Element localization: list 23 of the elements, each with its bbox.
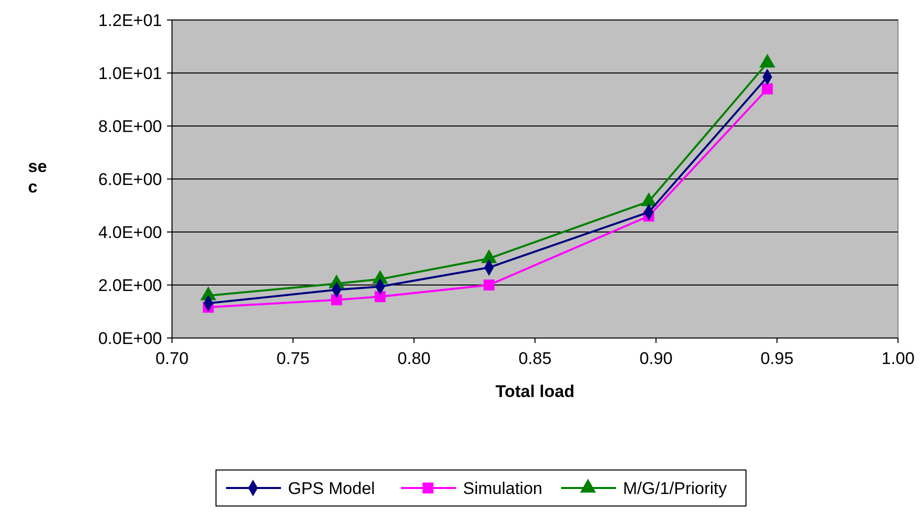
x-tick-label: 0.75	[276, 349, 310, 368]
y-tick-label: 1.2E+01	[98, 10, 162, 30]
x-tick-label: 0.70	[155, 349, 189, 368]
legend-label: GPS Model	[288, 478, 375, 498]
legend-label: Simulation	[463, 478, 542, 498]
x-tick-label: 0.90	[639, 349, 673, 368]
y-tick-label: 1.0E+01	[98, 64, 162, 83]
point	[374, 291, 386, 302]
y-tick-label: 4.0E+00	[98, 222, 162, 242]
legend-label: M/G/1/Priority	[623, 478, 728, 498]
x-tick-label: 0.80	[397, 349, 431, 368]
point	[331, 294, 342, 306]
x-tick-label: 0.85	[518, 349, 552, 368]
y-tick-label: 2.0E+00	[98, 276, 162, 295]
point	[762, 83, 773, 94]
y-axis-title: sec	[28, 157, 47, 196]
y-tick-label: 8.0E+00	[98, 116, 162, 136]
point	[484, 280, 494, 290]
x-tick-label: 1.00	[881, 349, 915, 368]
x-axis-title: Total load	[495, 382, 575, 401]
x-tick-label: 0.95	[760, 349, 794, 368]
y-tick-label: 6.0E+00	[98, 170, 162, 189]
y-tick-label: 0.0E+00	[98, 328, 162, 348]
